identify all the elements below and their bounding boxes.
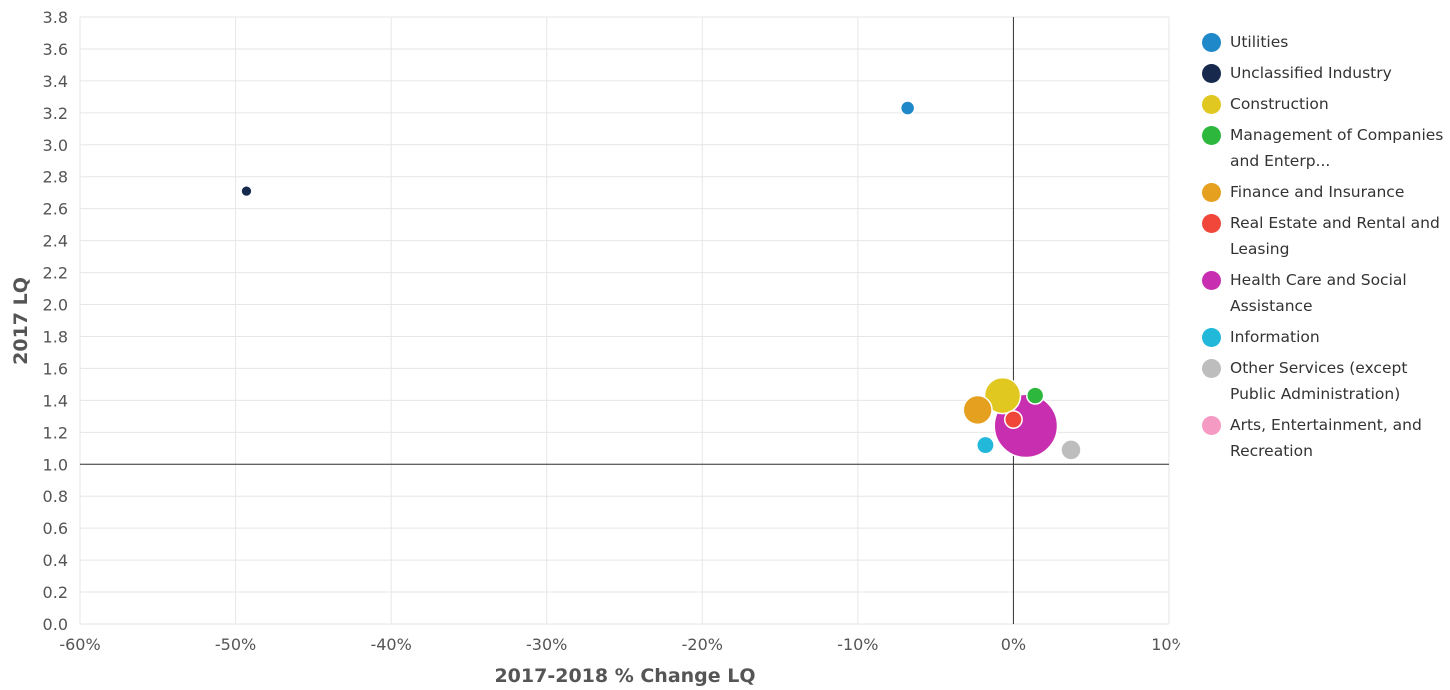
legend-marker [1202,183,1221,202]
legend-item[interactable]: Real Estate and Rental and Leasing [1202,212,1447,262]
legend-item[interactable]: Finance and Insurance [1202,181,1447,205]
legend-label: Information [1230,328,1320,346]
legend-item[interactable]: Management of Companies and Enterp... [1202,124,1447,174]
x-tick-label: 10% [1151,635,1180,654]
legend-item[interactable]: Construction [1202,93,1447,117]
y-tick-label: 3.6 [43,40,68,59]
legend-marker [1202,328,1221,347]
legend-item[interactable]: Health Care and Social Assistance [1202,269,1447,319]
y-tick-label: 2.0 [43,296,68,315]
x-tick-label: -40% [370,635,411,654]
legend-item[interactable]: Other Services (except Public Administra… [1202,357,1447,407]
bubble-chart: 0.0 0.2 0.4 0.6 0.8 1.0 1.2 1.4 1.6 1.8 2.0 2.2 2.4 2… [10,8,1180,687]
reference-lines [80,17,1169,624]
y-tick-label: 1.4 [43,391,68,410]
y-tick-label: 3.8 [43,8,68,27]
y-tick-label: 3.4 [43,72,68,91]
x-axis-title: 2017-2018 % Change LQ [494,665,755,687]
grid-lines [79,16,1170,625]
x-tick-label: 0% [1001,635,1026,654]
y-axis-title: 2017 LQ [10,277,32,365]
y-tick-label: 0.6 [43,519,68,538]
y-tick-label: 2.8 [43,168,68,187]
legend-marker [1202,214,1221,233]
bubble-point[interactable] [1026,386,1045,405]
legend-marker [1202,126,1221,145]
legend-marker [1202,271,1221,290]
data-points [240,100,1082,461]
legend-item[interactable]: Information [1202,326,1447,350]
y-tick-label: 2.2 [43,264,68,283]
bubble-point[interactable] [983,376,1022,415]
y-tick-label: 0.0 [43,615,68,634]
legend-item[interactable]: Unclassified Industry [1202,62,1447,86]
x-tick-label: -20% [682,635,723,654]
legend-item[interactable]: Utilities [1202,31,1447,55]
y-axis-ticks: 0.0 0.2 0.4 0.6 0.8 1.0 1.2 1.4 1.6 1.8 2.0 2.2 2.4 2… [43,8,68,634]
legend-label: Utilities [1230,33,1289,51]
legend-label: Real Estate and Rental and Leasing [1230,214,1440,258]
bubble-point[interactable] [962,394,993,426]
y-tick-label: 1.2 [43,423,68,442]
x-tick-label: -50% [215,635,256,654]
y-tick-label: 3.2 [43,104,68,123]
y-tick-label: 0.8 [43,487,68,506]
bubble-point[interactable] [1060,439,1082,461]
legend-marker [1202,359,1221,378]
legend-item[interactable]: Arts, Entertainment, and Recreation [1202,414,1447,464]
x-tick-label: -10% [837,635,878,654]
legend: Utilities Unclassified Industry Constructi… [1202,31,1447,471]
legend-label: Management of Companies and Enterp... [1230,126,1444,170]
bubble-point[interactable] [899,100,916,116]
legend-marker [1202,416,1221,435]
legend-label: Other Services (except Public Administra… [1230,359,1408,403]
legend-marker [1202,95,1221,114]
y-tick-label: 1.6 [43,359,68,378]
x-tick-label: -30% [526,635,567,654]
y-tick-label: 2.6 [43,200,68,219]
legend-label: Construction [1230,95,1329,113]
y-tick-label: 2.4 [43,232,68,251]
y-tick-label: 0.2 [43,583,68,602]
bubble-point[interactable] [976,435,995,455]
x-tick-label: -60% [59,635,100,654]
y-tick-label: 1.8 [43,327,68,346]
bubble-point[interactable] [1004,410,1023,429]
y-tick-label: 3.0 [43,136,68,155]
legend-label: Finance and Insurance [1230,183,1405,201]
legend-label: Unclassified Industry [1230,64,1392,82]
bubble-point[interactable] [240,184,253,198]
legend-marker [1202,33,1221,52]
y-tick-label: 0.4 [43,551,68,570]
y-tick-label: 1.0 [43,455,68,474]
legend-marker [1202,64,1221,83]
legend-label: Arts, Entertainment, and Recreation [1230,416,1422,460]
x-axis-ticks: -60% -50% -40% -30% -20% -10% 0% 10% [59,635,1180,654]
legend-label: Health Care and Social Assistance [1230,271,1407,315]
